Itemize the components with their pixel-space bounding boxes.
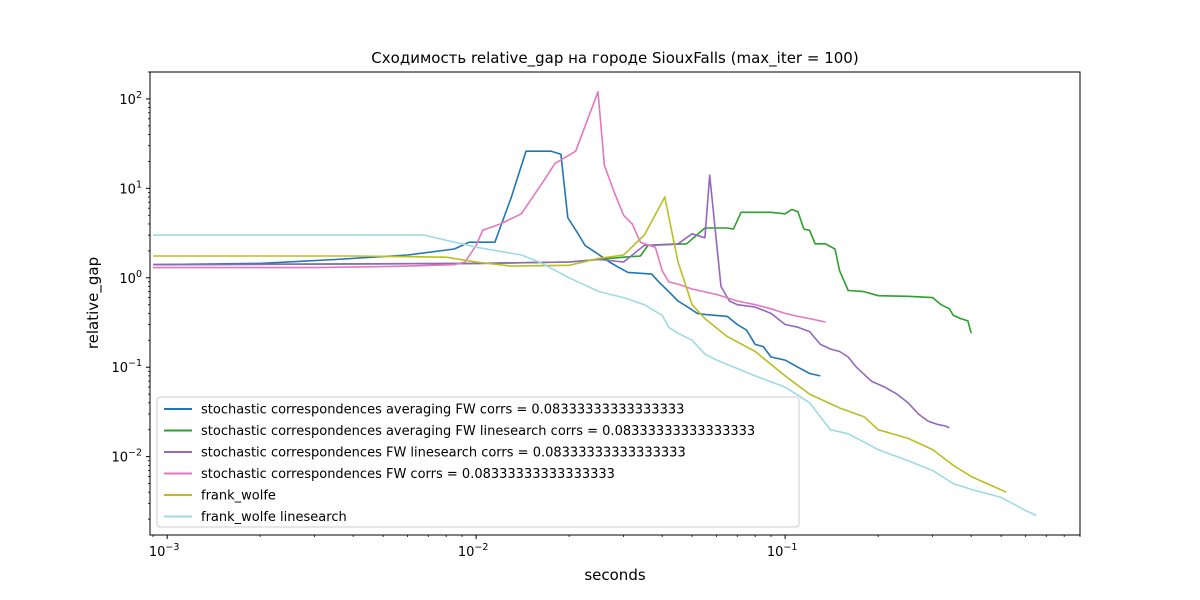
legend-entry-label: stochastic correspondences averaging FW … xyxy=(201,403,684,418)
y-tick-label: 10−1 xyxy=(111,358,142,376)
y-axis-label: relative_gap xyxy=(84,257,103,349)
legend-entry-label: frank_wolfe xyxy=(201,489,276,504)
y-tick-label: 101 xyxy=(119,179,142,197)
legend-entry-label: frank_wolfe linesearch xyxy=(201,510,347,525)
series-line-3 xyxy=(152,174,950,429)
plot-area-frame xyxy=(149,71,1081,536)
series-line-1 xyxy=(152,150,821,377)
y-tick-label: 10−2 xyxy=(111,448,142,466)
legend-box xyxy=(156,396,800,528)
x-tick-label: 10−1 xyxy=(767,542,798,560)
legend-entry-label: stochastic correspondences FW linesearch… xyxy=(201,446,686,461)
legend-entry-label: stochastic correspondences FW corrs = 0.… xyxy=(201,467,615,482)
legend: stochastic correspondences averaging FW … xyxy=(156,396,800,528)
series-line-6 xyxy=(153,234,1037,517)
y-tick-label: 100 xyxy=(119,269,142,287)
y-tick-label: 102 xyxy=(119,90,142,108)
series-line-2 xyxy=(152,208,972,334)
chart-title: Сходимость relative_gap на городе SiouxF… xyxy=(371,49,858,68)
legend-entry-label: stochastic correspondences averaging FW … xyxy=(201,424,755,439)
series-line-4 xyxy=(153,91,826,323)
x-tick-label: 10−3 xyxy=(149,542,180,560)
x-tick-label: 10−2 xyxy=(458,542,489,560)
x-axis-label: seconds xyxy=(584,566,645,584)
series-line-5 xyxy=(153,196,1007,493)
